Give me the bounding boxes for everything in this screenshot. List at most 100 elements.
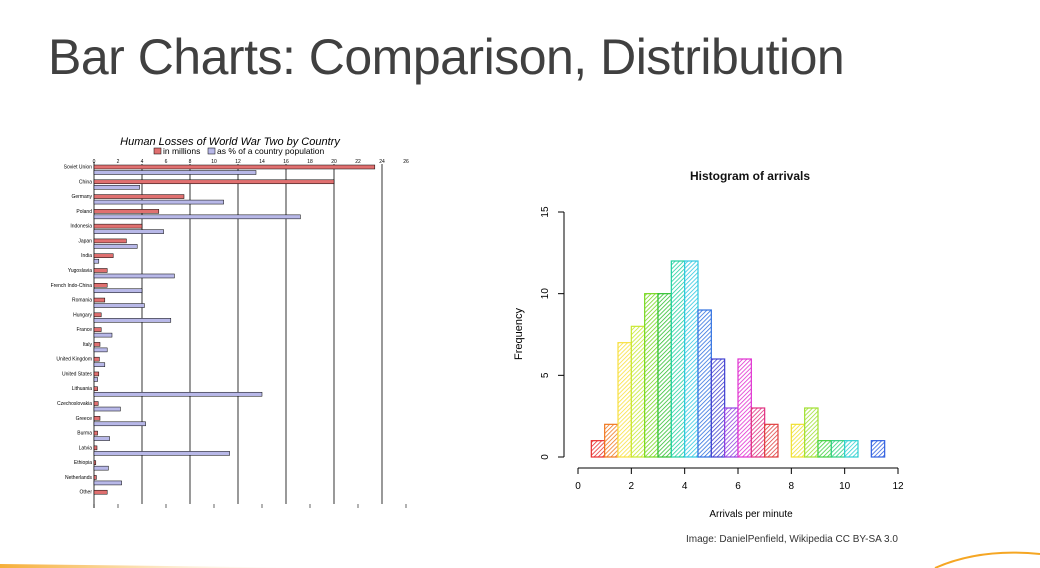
bar-percent	[93, 185, 140, 190]
histogram-bar	[630, 325, 646, 458]
y-axis-label: Frequency	[513, 308, 525, 360]
bar-millions	[93, 430, 98, 436]
histogram-bar	[644, 293, 659, 458]
bar-millions	[93, 356, 100, 362]
histogram-bar	[657, 293, 672, 458]
bar-percent	[93, 199, 224, 205]
category-label: Hungary	[73, 312, 92, 318]
category-label: Japan	[78, 238, 92, 244]
category-label: Burma	[77, 431, 92, 437]
category-label: France	[76, 327, 92, 333]
x-tick-label: 6	[165, 159, 168, 165]
bar-percent	[93, 347, 108, 353]
bar-millions	[93, 386, 98, 391]
decoration-swoosh	[934, 551, 1040, 568]
category-label: China	[79, 179, 92, 185]
x-axis-label: Arrivals per minute	[709, 509, 793, 520]
y-tick-label: 0	[540, 454, 551, 460]
x-tick-label: 12	[235, 159, 241, 165]
histogram-bar	[804, 407, 819, 458]
bar-percent	[93, 229, 164, 234]
bar-millions	[93, 475, 97, 480]
x-tick-label: 12	[892, 481, 904, 492]
bar-millions	[93, 371, 100, 377]
category-label: Poland	[76, 209, 92, 215]
y-tick-label: 10	[540, 288, 551, 300]
x-tick-label: 10	[839, 481, 851, 492]
bar-percent	[93, 451, 230, 456]
histogram-bar	[724, 407, 739, 458]
histogram-bar	[830, 440, 846, 458]
histogram-bar	[670, 260, 686, 458]
bar-percent	[93, 258, 100, 264]
ww2-losses-chart: Human Losses of World War Two by Country…	[51, 136, 409, 508]
bar-millions	[93, 209, 160, 214]
bar-percent	[93, 273, 175, 279]
category-label: Latvia	[79, 445, 93, 451]
histogram-bar	[617, 342, 632, 458]
x-tick-label: 26	[403, 159, 409, 165]
histogram-bar	[817, 440, 832, 458]
category-label: Netherlands	[65, 475, 92, 481]
category-label: Lithuania	[72, 386, 93, 392]
histogram-bar	[684, 260, 699, 458]
category-label: United Kingdom	[56, 357, 92, 363]
category-label: United States	[62, 371, 93, 377]
arrivals-histogram: Histogram of arrivals 0 2 4 6 8 10 12 Arrivals p…	[513, 169, 904, 520]
bar-millions	[93, 312, 102, 318]
x-tick-label: 22	[355, 159, 361, 165]
category-label: Yugoslavia	[68, 268, 92, 274]
category-label: Other	[79, 490, 92, 496]
bar-millions	[93, 489, 108, 495]
x-tick-label: 4	[141, 159, 144, 165]
bar-percent	[93, 303, 145, 308]
bar-percent	[93, 318, 172, 323]
legend-swatch-millions	[153, 147, 162, 155]
bar-millions	[93, 179, 335, 185]
bar-percent	[93, 214, 301, 220]
histogram-bar	[737, 358, 752, 458]
bar-percent	[93, 377, 98, 382]
bar-percent	[93, 362, 106, 367]
x-tick-label: 24	[379, 159, 385, 165]
bar-millions	[93, 238, 127, 244]
slide-title: Bar Charts: Comparison, Distribution	[48, 29, 845, 85]
x-tick-label: 18	[307, 159, 313, 165]
histogram-bar	[697, 309, 712, 458]
histogram-bar	[844, 440, 859, 458]
bar-millions	[93, 164, 376, 170]
slide-decoration	[0, 551, 1040, 568]
histogram-bar	[790, 423, 806, 458]
histogram-bar	[604, 423, 619, 458]
bar-millions	[93, 401, 99, 406]
bar-millions	[93, 416, 101, 421]
decoration-band	[0, 564, 330, 568]
x-tick-label: 16	[283, 159, 289, 165]
x-tick-label: 20	[331, 159, 337, 165]
bar-millions	[93, 253, 114, 258]
bar-millions	[93, 327, 102, 332]
bar-percent	[93, 244, 138, 249]
histogram-bar	[870, 440, 886, 458]
bar-percent	[93, 406, 121, 412]
bar-percent	[93, 480, 122, 486]
bar-millions	[93, 194, 185, 199]
bar-millions	[93, 268, 108, 273]
x-tick-label: 8	[189, 159, 192, 165]
histogram-bar	[764, 423, 779, 458]
bar-millions	[93, 297, 106, 303]
category-label: Italy	[83, 342, 93, 348]
histogram-bar	[590, 440, 606, 458]
bar-percent	[93, 391, 263, 397]
bar-millions	[93, 283, 108, 288]
bar-percent	[93, 421, 146, 427]
legend-label-percent: as % of a country population	[217, 146, 325, 156]
x-tick-label: 8	[789, 481, 795, 492]
x-tick-label: 0	[575, 481, 581, 492]
bar-percent	[93, 465, 109, 471]
histogram-title: Histogram of arrivals	[690, 169, 810, 183]
legend-swatch-percent	[207, 147, 216, 155]
category-label: Romania	[72, 298, 92, 304]
x-tick-label: 2	[117, 159, 120, 165]
x-tick-label: 14	[259, 159, 265, 165]
